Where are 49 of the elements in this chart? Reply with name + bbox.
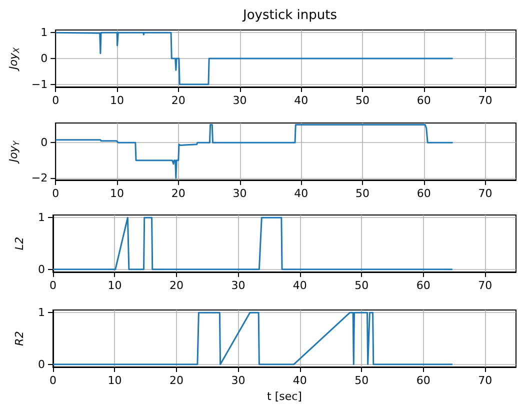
- x-tick-label: 10: [110, 187, 124, 200]
- y-tick-label: 0: [38, 262, 45, 276]
- x-tick-label: 0: [52, 94, 60, 107]
- y-tick-label: 0: [40, 52, 48, 65]
- y-tick-label: 0: [40, 136, 48, 150]
- y-axis-title: L2: [13, 236, 26, 250]
- x-tick-label: 70: [478, 94, 492, 107]
- x-tick-label: 60: [416, 279, 430, 292]
- line-series: [54, 32, 454, 86]
- x-axis-title: t [sec]: [267, 390, 302, 403]
- x-tick-label: 50: [356, 94, 370, 107]
- y-tick-label: 1: [38, 306, 45, 320]
- x-tick-label: 30: [232, 187, 247, 200]
- x-tick-label: 30: [231, 279, 246, 292]
- x-tick-label: 20: [169, 279, 184, 292]
- x-tick-label: 40: [292, 279, 307, 292]
- y-axis-title: JoyY: [7, 140, 21, 164]
- y-tick-label: 1: [38, 211, 45, 224]
- x-tick-label: 60: [416, 187, 431, 200]
- y-tick-label: −1: [31, 78, 48, 91]
- chart-title: Joystick inputs: [242, 8, 338, 23]
- x-tick-label: 30: [232, 94, 247, 107]
- x-tick-label: 50: [356, 187, 370, 200]
- y-tick-label: 1: [40, 26, 48, 40]
- x-tick-label: 70: [478, 187, 492, 200]
- x-tick-label: 50: [354, 374, 369, 387]
- x-tick-label: 10: [108, 374, 122, 387]
- x-tick-label: 20: [171, 94, 186, 107]
- y-tick-label: 0: [38, 358, 45, 371]
- x-tick-label: 20: [171, 187, 186, 200]
- x-tick-label: 40: [294, 94, 308, 107]
- x-tick-label: 40: [294, 187, 308, 200]
- x-tick-label: 0: [50, 279, 56, 292]
- x-tick-label: 20: [169, 374, 184, 387]
- x-tick-label: 0: [50, 374, 56, 387]
- x-tick-label: 70: [478, 374, 492, 387]
- x-tick-label: 60: [416, 374, 430, 387]
- line-series: [54, 124, 454, 179]
- y-axis-title: R2: [13, 331, 26, 346]
- y-axis-title: JoyX: [7, 47, 21, 72]
- x-tick-label: 60: [416, 94, 431, 107]
- x-tick-label: 70: [478, 279, 492, 292]
- x-tick-label: 30: [231, 374, 246, 387]
- x-tick-label: 40: [292, 374, 307, 387]
- x-tick-label: 50: [354, 279, 369, 292]
- y-tick-label: −2: [31, 172, 48, 185]
- x-tick-label: 10: [108, 279, 122, 292]
- x-tick-label: 0: [52, 187, 60, 200]
- x-tick-label: 10: [110, 94, 124, 107]
